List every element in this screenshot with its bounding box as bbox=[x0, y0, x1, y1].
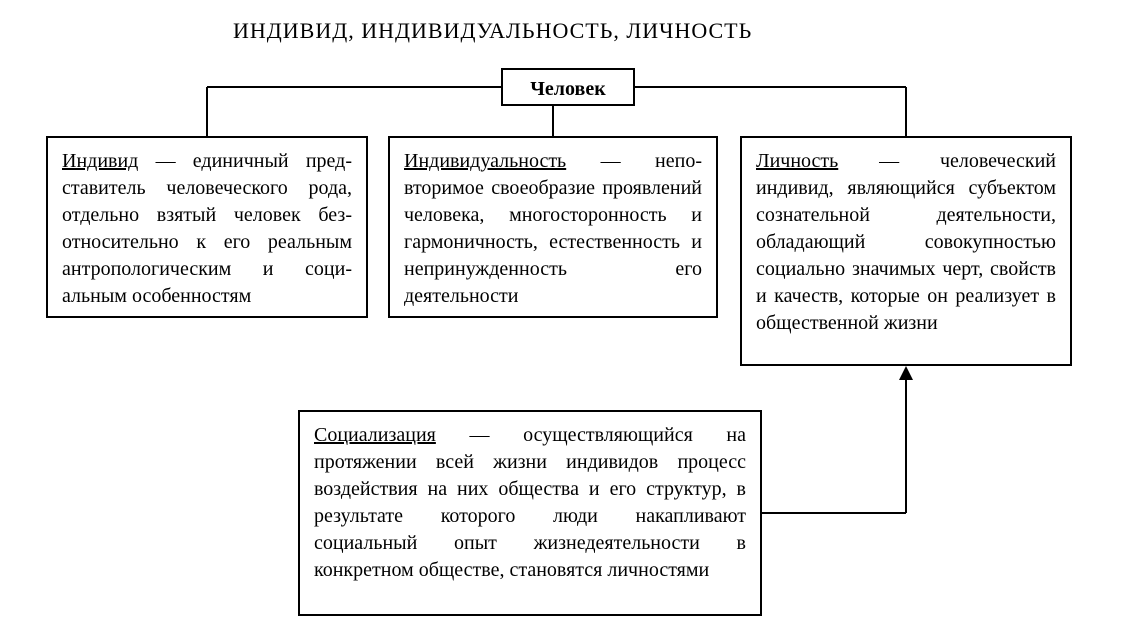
diagram-title: ИНДИВИД, ИНДИВИДУАЛЬНОСТЬ, ЛИЧНОСТЬ bbox=[233, 18, 752, 44]
term-socializacia: Социализация bbox=[314, 424, 436, 446]
term-lichnost: Личность bbox=[756, 150, 838, 172]
node-root-chelovek: Человек bbox=[501, 68, 635, 106]
def-lichnost: — человеческий индивид, являющийся субъе… bbox=[756, 150, 1056, 334]
node-lichnost: Личность — человеческий индивид, являющи… bbox=[740, 136, 1072, 366]
node-socializacia: Социализация — осуществляющийся на протя… bbox=[298, 410, 762, 616]
def-socializacia: — осуществляющийся на протяжении всей жи… bbox=[314, 424, 746, 581]
term-individ: Индивид bbox=[62, 150, 138, 172]
def-individ: — единичный пред­ставитель человеческого… bbox=[62, 150, 352, 307]
term-individualnost: Индивидуальность bbox=[404, 150, 566, 172]
def-individualnost: — непо­вторимое своеобразие прояв­лений … bbox=[404, 150, 702, 307]
node-individ: Индивид — единичный пред­ставитель челов… bbox=[46, 136, 368, 318]
node-individualnost: Индивидуальность — непо­вторимое своеобр… bbox=[388, 136, 718, 318]
